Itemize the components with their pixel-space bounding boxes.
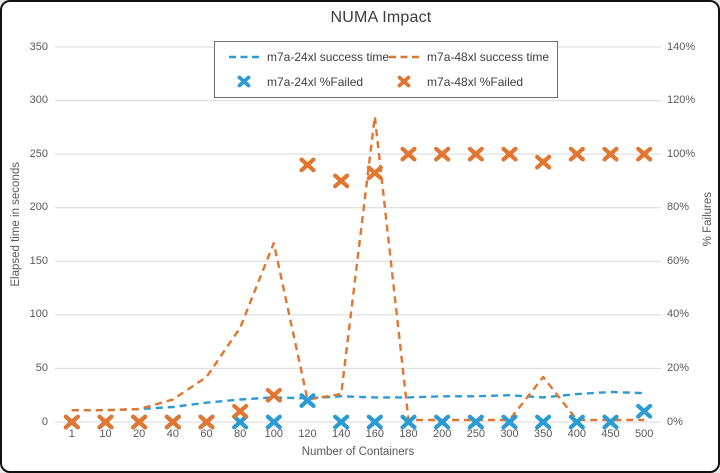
- x-tick-label: 200: [432, 428, 452, 440]
- x-marker-blue: [467, 414, 484, 430]
- x-marker-blue: [636, 403, 653, 419]
- x-marker-orange: [568, 146, 585, 162]
- y-left-tick-label: 150: [29, 254, 48, 267]
- x-marker-orange: [131, 414, 148, 430]
- y-left-tick-label: 200: [29, 201, 48, 214]
- x-tick-label: 400: [567, 428, 586, 440]
- x-tick-label: 500: [634, 428, 654, 440]
- series-line-orange: [71, 115, 645, 422]
- x-tick-label: 350: [533, 428, 553, 440]
- x-tick-label: 160: [365, 428, 384, 440]
- chart-title: NUMA Impact: [330, 9, 432, 26]
- x-marker-blue: [299, 393, 316, 408]
- x-marker-sample-orange-icon: [389, 75, 419, 88]
- x-marker-orange: [602, 146, 619, 162]
- x-marker-orange: [467, 146, 484, 162]
- y-axis-left-title: Elapsed time in seconds: [10, 162, 22, 287]
- y-right-tick-label: 80%: [667, 201, 690, 214]
- dashed-line-sample-orange-icon: [389, 51, 420, 63]
- dashed-line-sample-blue-icon: [229, 51, 259, 63]
- x-marker-blue: [568, 414, 585, 430]
- legend-item-48xl-failed: m7a-48xl %Failed: [389, 75, 549, 89]
- x-tick-label: 20: [133, 428, 146, 440]
- x-marker-orange: [501, 146, 518, 162]
- x-tick-label: 80: [234, 428, 247, 440]
- legend-label: m7a-24xl %Failed: [267, 74, 364, 89]
- y-left-tick-label: 100: [29, 308, 48, 321]
- y-right-tick-label: 60%: [667, 254, 690, 267]
- x-marker-orange: [636, 146, 653, 162]
- x-marker-blue: [366, 414, 383, 430]
- y-left-tick-label: 250: [29, 147, 48, 160]
- x-marker-orange: [434, 146, 451, 162]
- y-left-tick-label: 300: [29, 94, 48, 107]
- x-marker-blue: [333, 414, 350, 430]
- legend-item-24xl-success: m7a-24xl success time: [229, 50, 389, 64]
- x-tick-label: 300: [500, 428, 519, 440]
- x-tick-label: 120: [298, 428, 317, 440]
- x-axis-title: Number of Containers: [301, 446, 415, 458]
- x-marker-orange: [400, 146, 417, 162]
- x-marker-orange: [265, 387, 282, 403]
- x-marker-orange: [299, 157, 316, 173]
- y-left-tick-label: 50: [35, 361, 48, 374]
- y-right-tick-label: 140%: [667, 40, 696, 53]
- x-marker-sample-blue-icon: [229, 75, 259, 88]
- x-marker-orange: [164, 414, 181, 430]
- y-left-tick-label: 350: [29, 40, 48, 53]
- x-tick-label: 180: [399, 428, 418, 440]
- x-marker-blue: [602, 414, 619, 430]
- x-tick-label: 140: [331, 428, 351, 440]
- x-tick-label: 1: [68, 428, 75, 440]
- y-right-tick-label: 100%: [667, 147, 696, 160]
- y-right-tick-label: 20%: [667, 361, 690, 374]
- legend-label: m7a-24xl success time: [267, 50, 390, 65]
- legend-item-24xl-failed: m7a-24xl %Failed: [229, 75, 389, 89]
- legend: m7a-24xl success time m7a-48xl success t…: [214, 41, 558, 98]
- x-marker-blue: [501, 414, 518, 430]
- y-right-tick-label: 120%: [667, 94, 696, 107]
- x-marker-blue: [265, 414, 282, 430]
- x-marker-orange: [366, 165, 383, 181]
- x-tick-label: 40: [166, 428, 179, 440]
- x-marker-orange: [333, 173, 350, 189]
- legend-item-48xl-success: m7a-48xl success time: [389, 50, 549, 64]
- x-marker-orange: [63, 414, 80, 430]
- legend-label: m7a-48xl success time: [427, 50, 550, 65]
- y-right-tick-label: 0%: [667, 415, 683, 428]
- x-tick-label: 450: [601, 428, 620, 440]
- y-right-tick-label: 40%: [667, 308, 690, 321]
- x-marker-blue: [535, 414, 552, 430]
- x-tick-label: 60: [200, 428, 213, 440]
- legend-label: m7a-48xl %Failed: [427, 74, 524, 89]
- x-marker-orange: [198, 414, 215, 430]
- x-tick-label: 100: [264, 428, 283, 440]
- x-marker-blue: [232, 414, 249, 430]
- x-marker-orange: [535, 154, 552, 170]
- x-marker-orange: [97, 414, 114, 430]
- x-marker-blue: [400, 414, 417, 430]
- y-axis-right-title: % Failures: [702, 192, 714, 247]
- x-tick-label: 10: [99, 428, 112, 440]
- y-left-tick-label: 0: [41, 415, 48, 428]
- x-marker-blue: [434, 414, 451, 430]
- x-marker-orange: [232, 403, 249, 419]
- x-tick-label: 250: [466, 428, 485, 440]
